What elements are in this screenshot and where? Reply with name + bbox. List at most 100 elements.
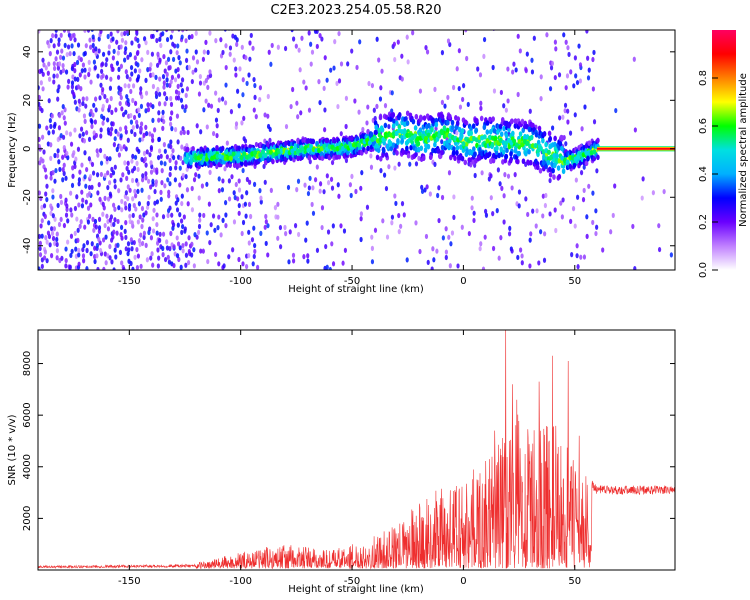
- heatmap-dot: [259, 195, 263, 201]
- heatmap-dot: [59, 132, 63, 139]
- heatmap-dot: [582, 164, 586, 170]
- heatmap-dot: [165, 154, 169, 160]
- heatmap-dot: [176, 139, 180, 145]
- heatmap-dot: [284, 123, 289, 130]
- heatmap-dot: [135, 119, 139, 125]
- heatmap-dot: [70, 212, 74, 218]
- heatmap-dot: [195, 59, 200, 65]
- heatmap-dot: [236, 88, 240, 94]
- heatmap-dot: [38, 240, 42, 246]
- heatmap-dot: [243, 160, 248, 166]
- heatmap-dot: [552, 141, 557, 148]
- heatmap-dot: [82, 258, 86, 264]
- heatmap-dot: [97, 182, 101, 188]
- heatmap-dot: [41, 158, 45, 164]
- heatmap-dot: [135, 264, 140, 270]
- heatmap-dot: [530, 122, 535, 129]
- heatmap-dot: [584, 160, 589, 167]
- heatmap-dot: [75, 216, 79, 222]
- heatmap-dot: [159, 196, 163, 202]
- heatmap-dot: [520, 142, 525, 148]
- heatmap-dot: [116, 50, 120, 56]
- heatmap-dot: [85, 266, 89, 270]
- heatmap-dot: [103, 172, 107, 179]
- heatmap-dot: [181, 30, 185, 33]
- heatmap-dot: [124, 125, 128, 131]
- heatmap-dot: [94, 132, 98, 139]
- heatmap-dot: [90, 30, 94, 32]
- heatmap-dot: [403, 116, 407, 122]
- heatmap-dot: [61, 134, 66, 140]
- heatmap-dot: [491, 64, 495, 71]
- heatmap-dot: [425, 49, 430, 55]
- heatmap-dot: [167, 259, 172, 265]
- heatmap-dot: [579, 170, 584, 176]
- heatmap-dot: [83, 50, 87, 57]
- heatmap-dot: [470, 195, 474, 201]
- heatmap-dot: [225, 140, 229, 146]
- heatmap-dot: [73, 205, 78, 212]
- heatmap-dot: [80, 68, 84, 74]
- heatmap-dot: [476, 66, 480, 72]
- heatmap-dot: [434, 117, 439, 124]
- heatmap-dot: [180, 104, 185, 110]
- heatmap-dot: [400, 138, 405, 144]
- heatmap-dot: [460, 224, 464, 230]
- heatmap-dot: [177, 90, 181, 96]
- heatmap-dot: [102, 115, 106, 121]
- heatmap-dot: [168, 246, 172, 252]
- heatmap-dot: [318, 188, 322, 194]
- heatmap-dot: [51, 235, 56, 242]
- heatmap-dot: [485, 120, 490, 126]
- heatmap-dot: [240, 44, 244, 50]
- heatmap-dot: [39, 223, 43, 229]
- heatmap-dot: [187, 248, 191, 255]
- heatmap-dot: [45, 183, 49, 189]
- heatmap-dot: [217, 188, 221, 194]
- heatmap-dot: [392, 118, 396, 125]
- heatmap-dot: [519, 247, 523, 253]
- heatmap-dot: [169, 144, 173, 150]
- heatmap-dot: [161, 74, 166, 80]
- heatmap-dot: [518, 131, 523, 137]
- heatmap-dot: [545, 32, 549, 38]
- colorbar-tick-label: 0.2: [698, 214, 709, 230]
- heatmap-dot: [141, 173, 145, 179]
- heatmap-dot: [575, 253, 579, 259]
- heatmap-dot: [330, 159, 335, 166]
- heatmap-dot: [165, 30, 169, 33]
- heatmap-dot: [45, 125, 49, 131]
- heatmap-dot: [179, 130, 183, 136]
- heatmap-dot: [587, 140, 592, 146]
- heatmap-dot: [55, 73, 59, 79]
- heatmap-dot: [586, 55, 590, 61]
- heatmap-dot: [553, 74, 557, 81]
- heatmap-dot: [148, 152, 152, 158]
- heatmap-dot: [111, 66, 115, 72]
- heatmap-dot: [123, 57, 127, 63]
- heatmap-dot: [397, 229, 401, 235]
- heatmap-dot: [446, 94, 450, 101]
- heatmap-dot: [336, 103, 340, 110]
- heatmap-dot: [256, 264, 260, 270]
- heatmap-dot: [172, 155, 176, 161]
- heatmap-dot: [192, 177, 197, 183]
- heatmap-dot: [258, 97, 262, 103]
- heatmap-dot: [70, 43, 74, 49]
- heatmap-dot: [445, 139, 449, 146]
- heatmap-dot: [165, 95, 169, 102]
- heatmap-dot: [55, 231, 59, 237]
- heatmap-dot: [137, 238, 142, 244]
- heatmap-dot: [456, 116, 461, 122]
- heatmap-dot: [570, 252, 574, 258]
- heatmap-dot: [420, 184, 424, 190]
- heatmap-dot: [105, 98, 109, 104]
- heatmap-dot: [550, 60, 554, 66]
- heatmap-dot: [406, 59, 410, 65]
- x-tick-label: 50: [568, 276, 581, 287]
- heatmap-dot: [420, 188, 425, 195]
- heatmap-dot: [252, 253, 256, 260]
- heatmap-dot: [366, 104, 370, 110]
- heatmap-dot: [184, 252, 189, 258]
